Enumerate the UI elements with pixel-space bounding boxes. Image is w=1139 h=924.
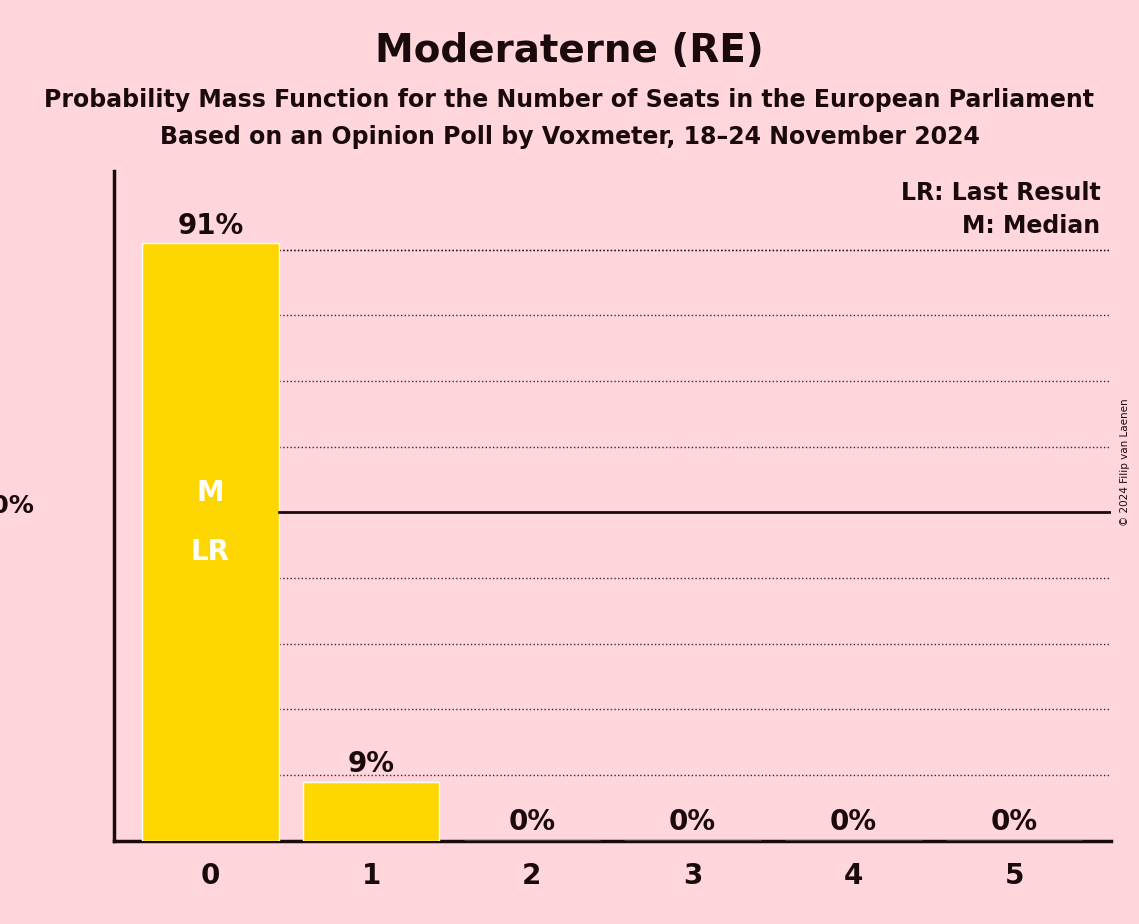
- Text: M: M: [197, 479, 224, 506]
- Text: 9%: 9%: [347, 750, 394, 778]
- Text: 0%: 0%: [830, 808, 877, 835]
- Text: LR: LR: [191, 538, 230, 565]
- Bar: [303, 782, 440, 841]
- Text: 50%: 50%: [0, 494, 34, 517]
- Text: M: Median: M: Median: [962, 214, 1100, 238]
- Text: 0%: 0%: [669, 808, 716, 835]
- Text: Moderaterne (RE): Moderaterne (RE): [375, 32, 764, 70]
- Text: © 2024 Filip van Laenen: © 2024 Filip van Laenen: [1120, 398, 1130, 526]
- Text: Probability Mass Function for the Number of Seats in the European Parliament: Probability Mass Function for the Number…: [44, 88, 1095, 112]
- Text: Based on an Opinion Poll by Voxmeter, 18–24 November 2024: Based on an Opinion Poll by Voxmeter, 18…: [159, 125, 980, 149]
- Text: 91%: 91%: [178, 212, 244, 240]
- Bar: [142, 243, 279, 841]
- Text: 0%: 0%: [508, 808, 556, 835]
- Text: LR: Last Result: LR: Last Result: [901, 181, 1100, 205]
- Text: 0%: 0%: [991, 808, 1038, 835]
